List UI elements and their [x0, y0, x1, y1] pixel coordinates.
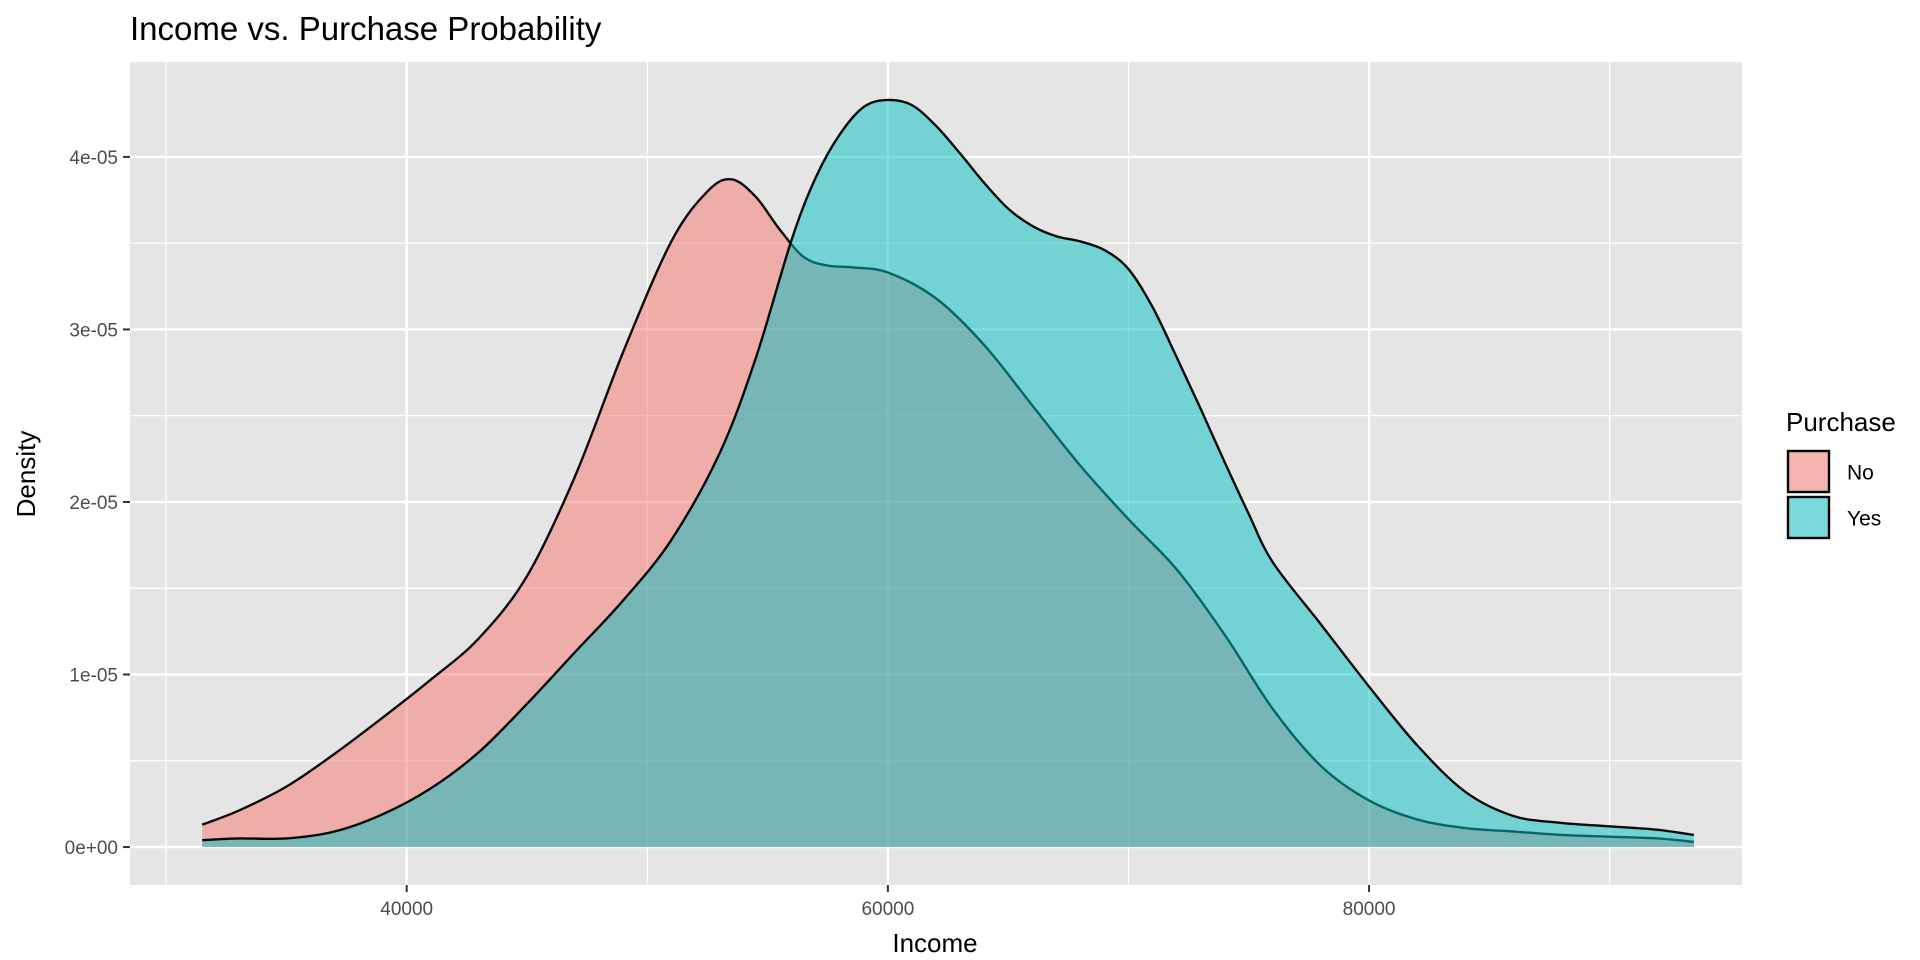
x-tick-label: 60000	[861, 899, 914, 920]
legend-label-no: No	[1847, 462, 1874, 485]
x-tick-label: 80000	[1343, 899, 1396, 920]
chart-title: Income vs. Purchase Probability	[130, 10, 602, 47]
y-tick-label: 4e-05	[69, 148, 118, 169]
legend-key-no	[1786, 449, 1831, 494]
y-tick-label: 0e+00	[65, 838, 118, 859]
y-tick-label: 2e-05	[69, 493, 118, 514]
y-axis-title: Density	[11, 431, 41, 518]
legend-title: Purchase	[1786, 407, 1896, 437]
legend-key-yes	[1786, 495, 1831, 540]
legend: Purchase No Yes	[1786, 407, 1896, 540]
y-tick-label: 3e-05	[69, 320, 118, 341]
density-line-yes	[202, 98, 1695, 842]
y-tick-label: 1e-05	[69, 666, 118, 687]
density-area-yes	[202, 99, 1694, 848]
legend-label-yes: Yes	[1847, 508, 1881, 531]
x-tick-label: 40000	[380, 899, 433, 920]
x-axis-title: Income	[892, 928, 977, 958]
